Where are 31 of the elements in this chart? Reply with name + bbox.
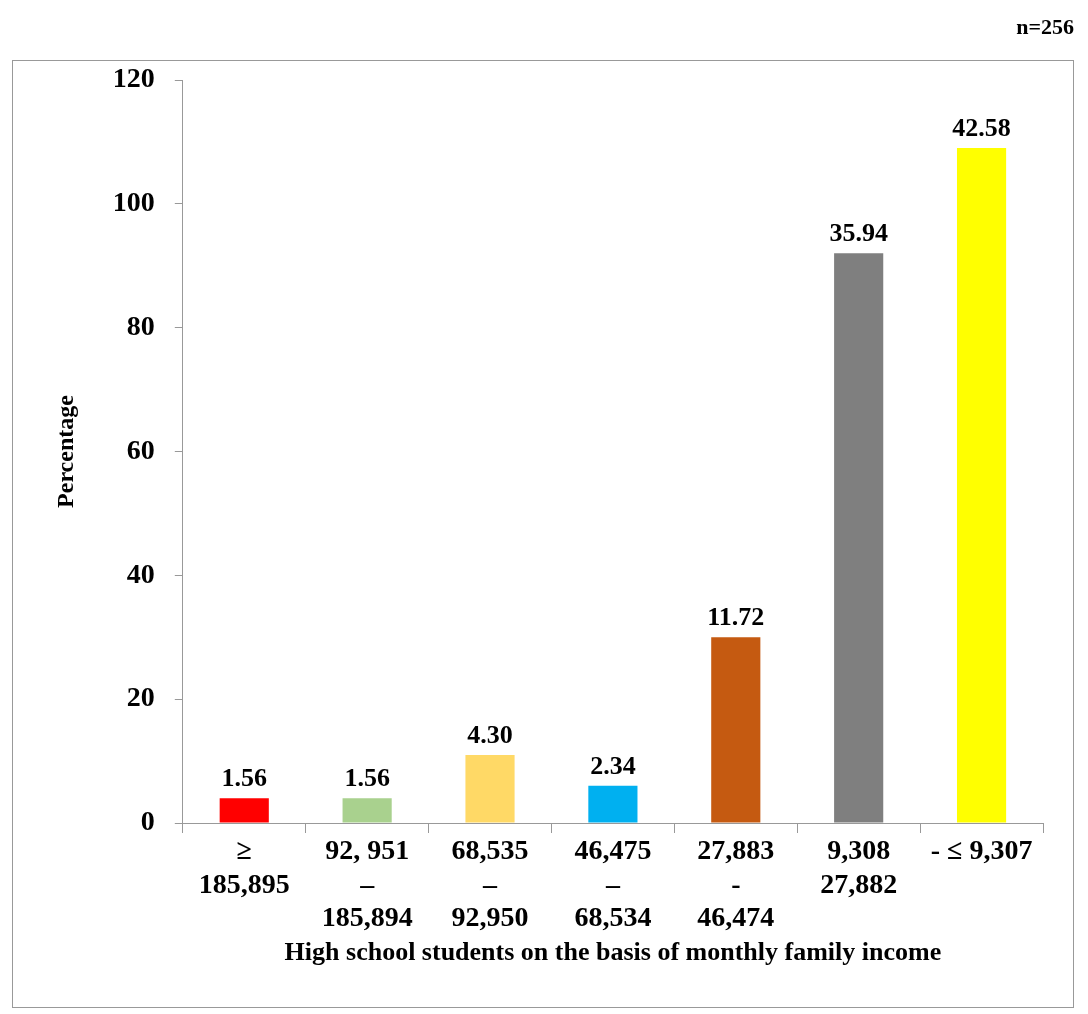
- y-tick-label: 0: [140, 805, 155, 837]
- annotation: 1.56: [344, 762, 390, 792]
- x-tick-label: 9,308 27,882: [820, 834, 898, 899]
- annotation: 4.30: [467, 719, 513, 749]
- y-tick-label: 120: [112, 62, 155, 94]
- bar: [834, 253, 884, 823]
- x-tick-label: - ≤ 9,307: [930, 834, 1033, 866]
- annotation: 42.58: [952, 112, 1011, 142]
- annotation: 2.34: [590, 750, 636, 780]
- y-tick-label: 60: [126, 433, 155, 465]
- bar: [219, 798, 269, 823]
- y-tick-label: 100: [112, 186, 155, 218]
- y-tick-label: 20: [126, 681, 155, 713]
- bar: [711, 637, 761, 823]
- x-axis-title: High school students on the basis of monthly family income: [284, 937, 942, 967]
- bar: [465, 754, 515, 823]
- y-axis-title: Percentage: [51, 394, 78, 508]
- y-tick-label: 80: [126, 309, 155, 341]
- x-tick-label: 92, 951 – 185,894: [321, 834, 413, 933]
- annotation: 1.56: [221, 762, 267, 792]
- y-tick-label: 40: [126, 557, 155, 589]
- x-tick-label: 68,535 – 92,950: [451, 834, 529, 933]
- x-tick-label: 46,475 – 68,534: [574, 834, 652, 933]
- bar: [342, 798, 392, 823]
- annotation: 11.72: [707, 601, 765, 631]
- text: n=256: [1016, 14, 1074, 40]
- bar: [588, 785, 638, 823]
- x-tick-label: 27,883 - 46,474: [697, 834, 775, 933]
- annotation: 35.94: [829, 218, 888, 248]
- x-tick-label: ≥ 185,895: [198, 834, 290, 899]
- bar: [956, 148, 1007, 823]
